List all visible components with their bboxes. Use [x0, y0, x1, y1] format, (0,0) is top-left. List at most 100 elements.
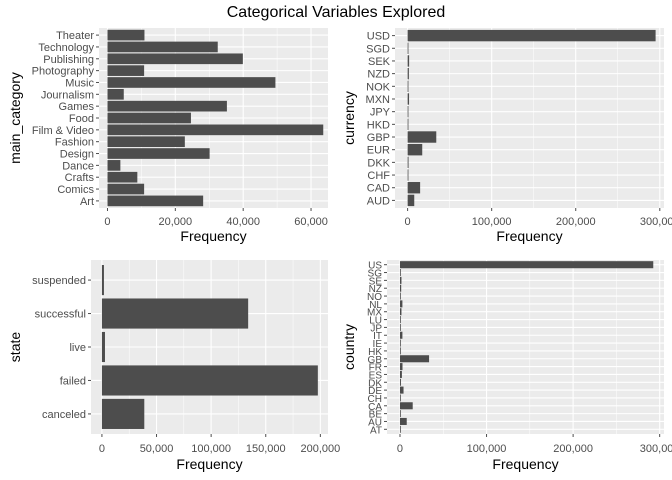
y-tick-label: NL: [369, 300, 382, 311]
y-tick-label: LU: [369, 316, 382, 327]
panel-state: canceled failed live successful suspended 0 50…: [7, 260, 340, 472]
bar-ca: [399, 402, 413, 410]
bar-fashion: [107, 136, 185, 148]
bar-suspended: [101, 265, 104, 296]
bar-live: [101, 331, 105, 363]
bar-gb: [399, 355, 430, 363]
y-tick-label: USD: [367, 31, 390, 43]
y-tick-label: Crafts: [65, 172, 95, 184]
x-axis-title: Frequency: [176, 456, 242, 472]
y-tick-label: Comics: [57, 184, 94, 196]
x-tick-label: 100,000: [467, 443, 507, 455]
bar-be: [399, 410, 401, 418]
bar-comics: [107, 183, 145, 195]
x-tick-label: 0: [104, 216, 110, 228]
bar-successful: [101, 298, 249, 329]
bar-usd: [407, 29, 656, 42]
y-tick-label: MX: [367, 308, 382, 319]
y-tick-label: DKK: [367, 157, 390, 169]
x-tick-label: 50,000: [140, 443, 174, 455]
bar-mxn: [407, 93, 410, 105]
x-tick-label: 200,000: [300, 443, 340, 455]
bar-crafts: [107, 171, 138, 183]
y-tick-label: NZD: [367, 69, 390, 81]
bar-dk: [399, 378, 401, 386]
panel-background: [387, 260, 664, 434]
y-tick-label: US: [368, 261, 382, 272]
x-tick-label: 150,000: [246, 443, 286, 455]
bar-sgd: [407, 42, 409, 54]
y-tick-label: CAD: [367, 183, 390, 195]
bar-gbp: [407, 131, 437, 143]
y-tick-label: Fashion: [55, 137, 94, 149]
y-tick-label: AUD: [367, 195, 390, 207]
y-tick-label: JPY: [370, 107, 391, 119]
y-tick-label: Design: [60, 149, 94, 161]
bar-es: [399, 370, 402, 378]
x-tick-label: 0: [405, 216, 411, 228]
bar-se: [399, 276, 402, 284]
y-axis-title: main_category: [7, 72, 23, 164]
figure-title: Categorical Variables Explored: [227, 4, 445, 21]
y-tick-label: EUR: [367, 145, 390, 157]
y-tick-label: AT: [370, 425, 382, 436]
y-tick-label: SEK: [368, 56, 391, 68]
y-tick-label: Games: [59, 101, 95, 113]
bar-it: [399, 331, 403, 339]
bar-sg: [399, 269, 401, 277]
bar-nzd: [407, 67, 409, 80]
bar-food: [107, 112, 191, 124]
bar-music: [107, 77, 276, 88]
y-tick-label: live: [69, 342, 86, 354]
y-tick-label: Film & Video: [32, 125, 94, 137]
y-tick-label: Technology: [38, 42, 94, 54]
y-tick-label: ES: [369, 370, 383, 381]
x-tick-label: 60,000: [294, 216, 328, 228]
y-tick-label: BE: [369, 410, 383, 421]
y-tick-label: HK: [368, 347, 382, 358]
y-tick-label: Journalism: [41, 89, 94, 101]
y-tick-label: IE: [373, 339, 383, 350]
y-tick-label: SGD: [366, 43, 390, 55]
y-axis-title: currency: [341, 91, 357, 145]
bar-failed: [101, 365, 318, 396]
y-tick-label: SE: [369, 276, 383, 287]
bar-nok: [407, 80, 409, 93]
y-tick-label: NZ: [369, 284, 382, 295]
y-axis-title: state: [7, 332, 23, 363]
bar-dance: [107, 160, 121, 171]
bar-cad: [407, 182, 421, 194]
y-tick-label: Theater: [56, 30, 94, 42]
x-tick-label: 100,000: [191, 443, 231, 455]
y-tick-label: HKD: [367, 119, 390, 131]
bar-games: [107, 100, 227, 112]
bar-film-video: [107, 124, 324, 136]
x-tick-label: 300,000: [640, 216, 672, 228]
panel-currency: AUDCADCHFDKKEURGBPHKDJPYMXNNOKNZDSEKSGDU…: [341, 28, 672, 244]
bar-mx: [399, 308, 402, 316]
bar-at: [399, 425, 401, 433]
x-tick-label: 100,000: [472, 216, 512, 228]
y-tick-label: FR: [369, 363, 382, 374]
y-tick-label: IT: [373, 331, 382, 342]
bar-us: [399, 261, 654, 269]
y-tick-label: GBP: [367, 132, 390, 144]
bar-fr: [399, 363, 403, 371]
y-tick-label: suspended: [32, 275, 86, 287]
panel-country: ATAUBECACHDEDKESFRGBHKIEITJPLUMXNLNONZSE…: [341, 260, 672, 472]
bar-nl: [399, 300, 403, 308]
x-tick-label: 20,000: [159, 216, 193, 228]
y-tick-label: Art: [80, 196, 94, 208]
bar-hkd: [407, 118, 409, 131]
y-tick-label: MXN: [366, 94, 391, 106]
y-tick-label: failed: [60, 375, 86, 387]
x-axis-title: Frequency: [496, 228, 562, 244]
y-tick-label: Publishing: [43, 54, 94, 66]
y-tick-label: DK: [368, 378, 382, 389]
bar-journalism: [107, 88, 124, 100]
y-tick-label: NO: [367, 292, 382, 303]
bar-jp: [399, 323, 401, 331]
x-tick-label: 200,000: [556, 216, 596, 228]
